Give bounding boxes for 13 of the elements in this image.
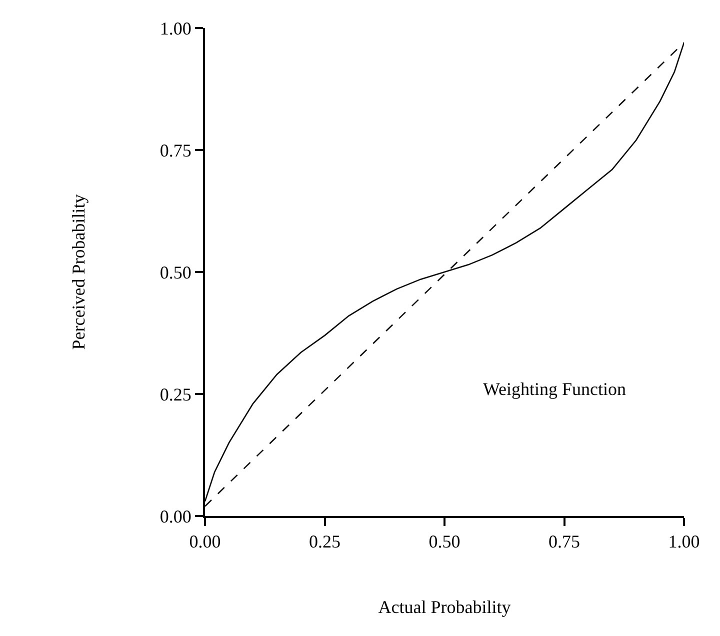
x-tick-label: 0.00 — [189, 532, 221, 552]
x-tick-label: 0.75 — [548, 532, 580, 552]
x-axis-title: Actual Probability — [378, 597, 511, 618]
x-tick-label: 0.25 — [309, 532, 340, 552]
y-tick-label: 0.50 — [160, 262, 192, 282]
x-tick-label: 1.00 — [668, 532, 700, 552]
y-axis-title: Perceived Probability — [68, 194, 89, 350]
y-tick-label: 1.00 — [160, 18, 192, 38]
annotation: Weighting Function — [483, 379, 626, 399]
x-tick-label: 0.50 — [428, 532, 460, 552]
y-tick-label: 0.00 — [160, 506, 192, 526]
y-tick-label: 0.75 — [160, 140, 192, 160]
y-tick-label: 0.25 — [160, 384, 192, 404]
